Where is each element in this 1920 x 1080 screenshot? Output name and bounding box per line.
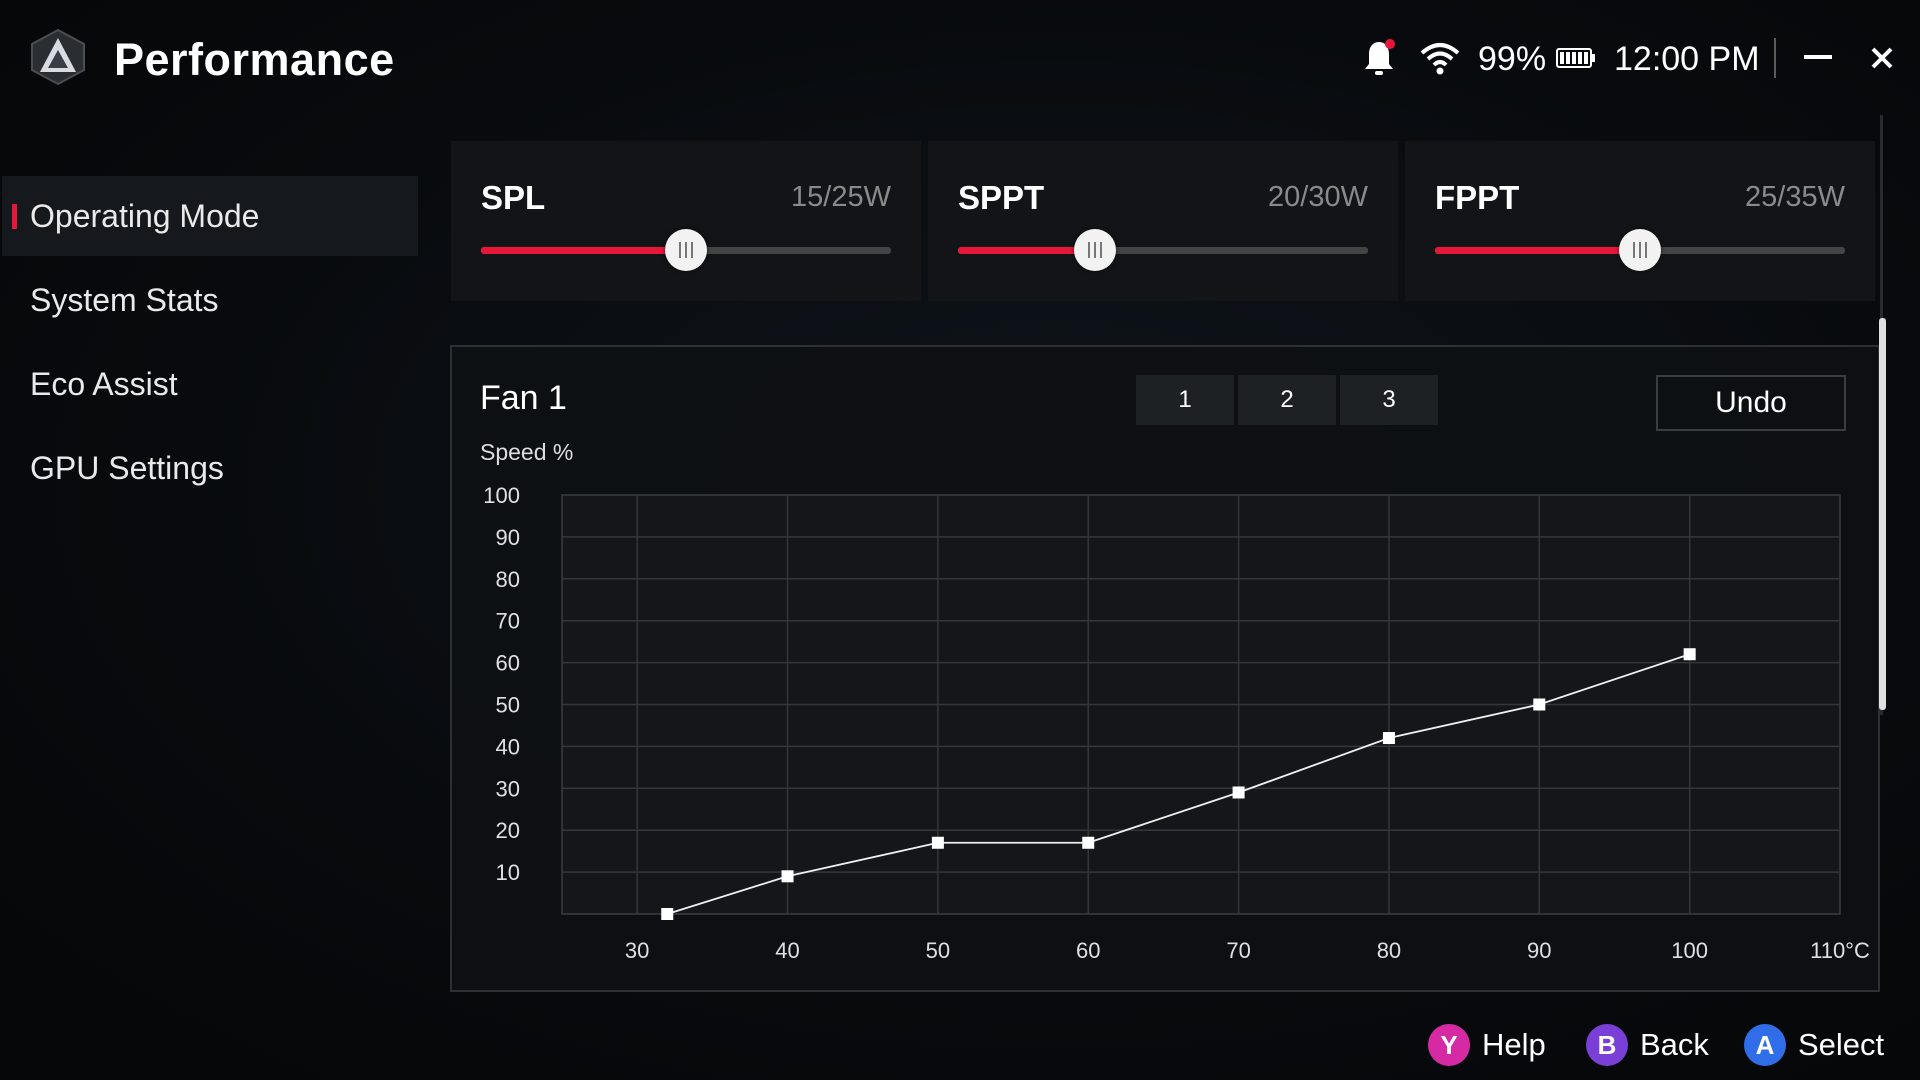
y-axis-label: Speed % xyxy=(480,439,574,465)
a-button-icon: A xyxy=(1744,1024,1786,1066)
hint-label: Select xyxy=(1798,1027,1885,1062)
y-tick-label: 60 xyxy=(496,651,520,676)
sidebar-item-label: Eco Assist xyxy=(30,365,178,402)
rog-logo-icon xyxy=(31,28,85,86)
x-tick-label: 50 xyxy=(926,938,950,963)
battery-icon xyxy=(1556,48,1595,68)
clock: 12:00 PM xyxy=(1614,40,1760,78)
close-button[interactable] xyxy=(1860,36,1904,80)
fan-curve-panel: Fan 1 1 2 3 Undo Speed % 30 40 50 60 70 80 90 1… xyxy=(450,345,1880,992)
fan-curve-point[interactable] xyxy=(1082,836,1095,849)
sidebar-item-label: System Stats xyxy=(30,281,219,318)
x-tick-label: 80 xyxy=(1377,938,1401,963)
y-tick-label: 50 xyxy=(496,693,520,718)
header-divider xyxy=(1774,38,1776,78)
spl-slider-card: SPL 15/25W xyxy=(451,141,921,301)
sppt-slider-thumb[interactable] xyxy=(1073,229,1116,271)
select-hint[interactable]: A Select xyxy=(1744,1022,1884,1068)
x-tick-label: 30 xyxy=(625,938,649,963)
slider-value: 15/25W xyxy=(791,181,891,213)
slider-name: SPPT xyxy=(958,179,1045,216)
hint-label: Back xyxy=(1640,1027,1709,1062)
b-button-icon: B xyxy=(1586,1024,1628,1066)
x-tick-label: 40 xyxy=(775,938,799,963)
fan-title: Fan 1 xyxy=(480,379,567,417)
bell-icon xyxy=(1365,39,1395,75)
battery-percentage: 99% xyxy=(1478,40,1547,78)
undo-button[interactable]: Undo xyxy=(1656,375,1846,431)
fan-curve-chart[interactable]: 30 40 50 60 70 80 90 100 110°C 100 90 80 70 60 50 40 30 2… xyxy=(452,347,1878,990)
sidebar: Operating Mode System Stats Eco Assist G… xyxy=(2,176,418,512)
close-icon xyxy=(1871,47,1893,69)
y-tick-label: 90 xyxy=(496,525,520,550)
x-tick-label: 110°C xyxy=(1810,938,1870,963)
sidebar-item-gpu-settings[interactable]: GPU Settings xyxy=(2,428,418,508)
slider-value: 25/35W xyxy=(1745,181,1845,213)
fan-curve-point[interactable] xyxy=(931,836,944,849)
sidebar-item-label: GPU Settings xyxy=(30,449,224,486)
x-tick-label: 60 xyxy=(1076,938,1100,963)
y-tick-label: 20 xyxy=(496,818,520,843)
y-tick-label: 80 xyxy=(496,567,520,592)
sppt-slider-card: SPPT 20/30W xyxy=(928,141,1398,301)
spl-slider-track[interactable] xyxy=(481,229,891,271)
y-tick-label: 100 xyxy=(483,483,520,508)
x-tick-label: 70 xyxy=(1226,938,1250,963)
x-tick-label: 100 xyxy=(1671,938,1708,963)
fan-curve-point[interactable] xyxy=(1683,648,1696,661)
sidebar-item-operating-mode[interactable]: Operating Mode xyxy=(2,176,418,256)
fan-curve-line xyxy=(666,653,1690,915)
wifi-status[interactable] xyxy=(1420,32,1464,84)
slider-name: FPPT xyxy=(1435,179,1520,216)
fan-tab-3[interactable]: 3 xyxy=(1340,375,1438,425)
sidebar-item-eco-assist[interactable]: Eco Assist xyxy=(2,344,418,424)
fan-curve-point[interactable] xyxy=(1232,786,1245,799)
sppt-slider-track[interactable] xyxy=(958,229,1368,271)
slider-fill xyxy=(481,247,686,254)
sidebar-item-label: Operating Mode xyxy=(30,197,260,234)
help-hint[interactable]: Y Help xyxy=(1428,1022,1546,1068)
fppt-slider-track[interactable] xyxy=(1435,229,1845,271)
slider-value: 20/30W xyxy=(1268,181,1368,213)
fan-curve-point[interactable] xyxy=(781,870,794,883)
minimize-icon xyxy=(1804,55,1832,59)
fan-curve-point[interactable] xyxy=(1382,732,1395,745)
wifi-icon xyxy=(1420,43,1460,75)
notification-button[interactable] xyxy=(1362,32,1402,84)
fan-tab-1[interactable]: 1 xyxy=(1136,375,1234,425)
spl-slider-thumb[interactable] xyxy=(665,229,707,271)
x-tick-label: 90 xyxy=(1527,938,1551,963)
fppt-slider-card: FPPT 25/35W xyxy=(1405,141,1875,301)
hint-label: Help xyxy=(1482,1027,1546,1062)
slider-fill xyxy=(958,247,1095,254)
y-tick-label: 70 xyxy=(496,609,520,634)
page-title: Performance xyxy=(114,34,395,85)
fppt-slider-thumb[interactable] xyxy=(1619,229,1661,271)
back-hint[interactable]: B Back xyxy=(1586,1022,1709,1068)
fan-curve-point[interactable] xyxy=(661,908,674,920)
fan-curve-point[interactable] xyxy=(1533,698,1546,711)
slider-fill xyxy=(1435,247,1640,254)
sidebar-item-system-stats[interactable]: System Stats xyxy=(2,260,418,340)
minimize-button[interactable] xyxy=(1796,36,1840,80)
y-tick-label: 10 xyxy=(496,860,520,885)
y-button-icon: Y xyxy=(1428,1024,1470,1066)
scrollbar-thumb[interactable] xyxy=(1879,318,1886,710)
slider-name: SPL xyxy=(481,179,546,216)
y-tick-label: 40 xyxy=(496,734,520,759)
fan-tab-2[interactable]: 2 xyxy=(1238,375,1336,425)
y-tick-label: 30 xyxy=(496,776,520,801)
